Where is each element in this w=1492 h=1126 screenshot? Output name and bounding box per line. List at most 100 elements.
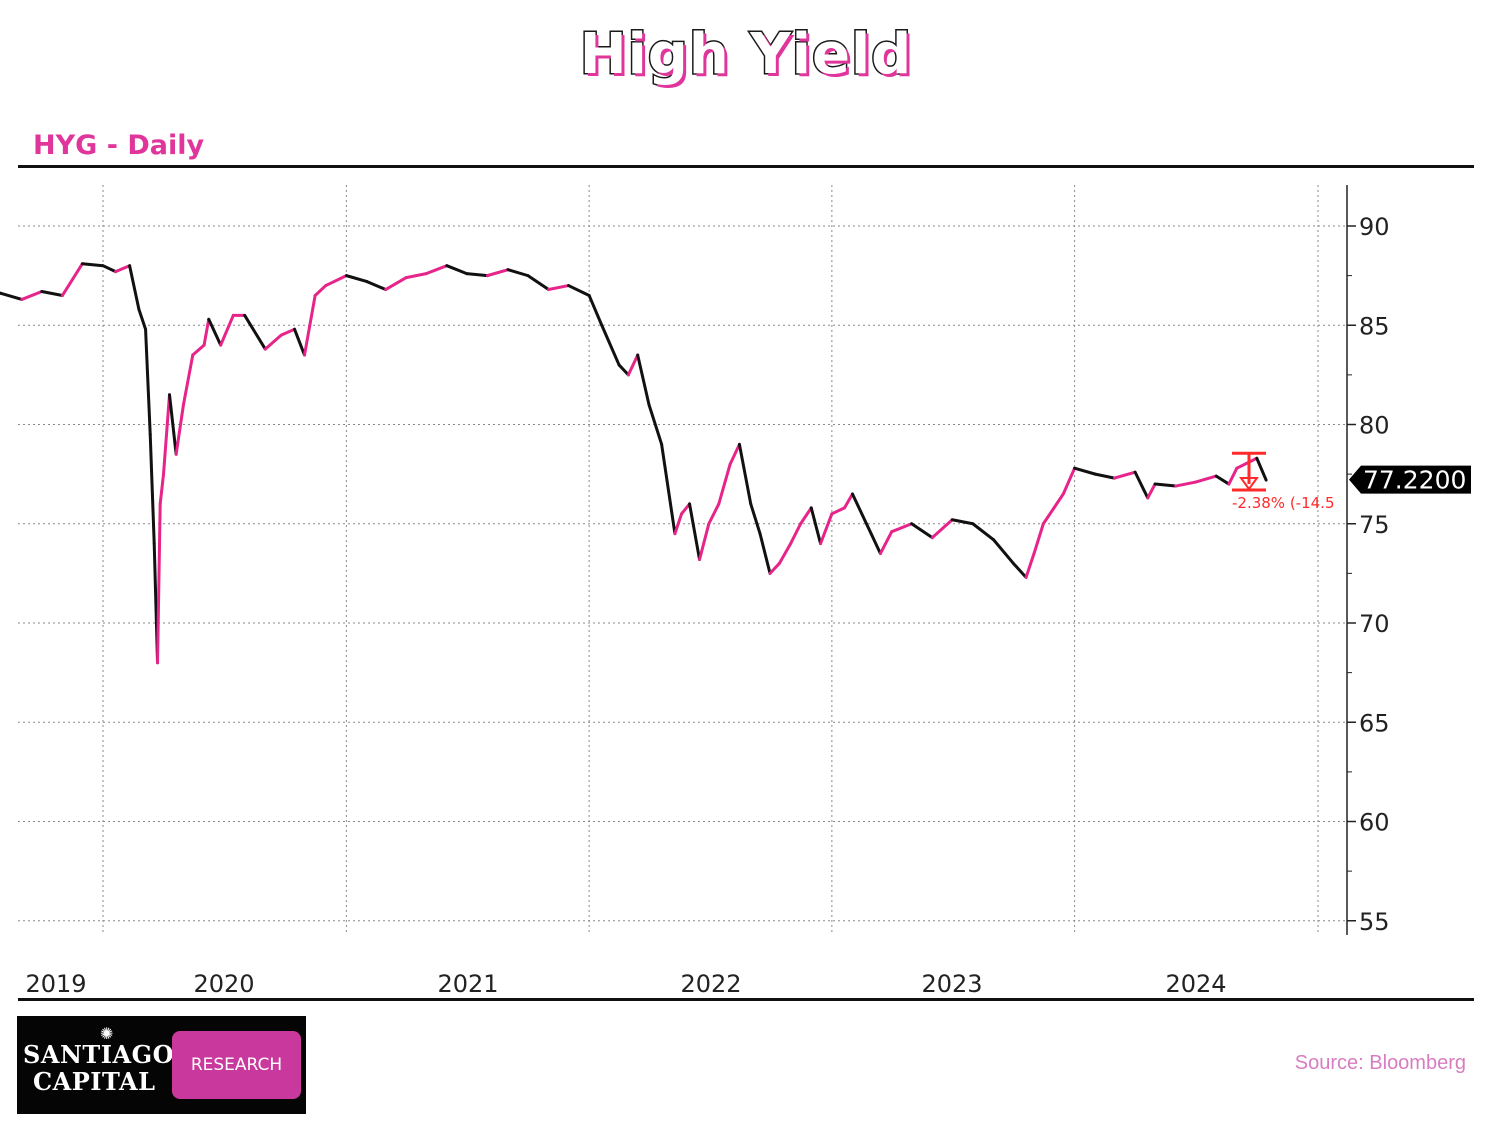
price-segment (737, 442, 753, 506)
price-segment (181, 353, 195, 407)
price-segment (506, 268, 530, 278)
price-segment (344, 274, 369, 284)
price-segment (1024, 552, 1036, 579)
price-segment (647, 403, 664, 446)
price-segment (950, 518, 975, 526)
price-segment (809, 506, 823, 546)
price-segment (777, 542, 793, 565)
price-segment (1073, 466, 1097, 476)
price-segment (1011, 561, 1028, 579)
price-segment (526, 274, 551, 292)
x-tick-label: 2022 (680, 970, 741, 998)
x-axis: 2019 2020 2021 2022 2023 2024 (25, 970, 1226, 998)
price-segment (365, 280, 388, 292)
y-tick-label: 55 (1359, 908, 1390, 936)
change-label: -2.38% (-14.5 (1232, 494, 1335, 512)
annotation-arrow (1239, 477, 1259, 491)
price-segment (1255, 456, 1268, 482)
last-price-tag (1349, 465, 1471, 494)
price-segment (243, 313, 267, 351)
price-segment (1052, 492, 1065, 510)
price-segment (698, 522, 711, 561)
price-segment (1133, 470, 1150, 500)
price-segment (40, 290, 64, 297)
price-segment (971, 522, 995, 542)
price-segment (799, 506, 813, 526)
price-segment (1146, 482, 1157, 500)
price-segment (384, 276, 408, 292)
price-segment (626, 353, 640, 377)
price-segment (128, 264, 141, 311)
x-tick-label: 2021 (437, 970, 498, 998)
price-segment (1113, 470, 1137, 480)
price-series (0, 262, 1268, 665)
price-segment (80, 262, 105, 268)
price-segment (465, 272, 489, 278)
price-segment (219, 313, 235, 347)
price-segment (850, 492, 873, 536)
price-segment (424, 264, 449, 276)
price-segment (660, 442, 677, 536)
price-segment (303, 293, 317, 357)
price-segment (202, 317, 211, 347)
source-note: Source: Bloomberg (1294, 1052, 1466, 1074)
price-segment (162, 393, 172, 476)
price-segment (404, 272, 428, 280)
logo-line2: CAPITAL (33, 1067, 156, 1096)
top-rule (18, 165, 1474, 168)
x-tick-label: 2020 (193, 970, 254, 998)
price-segment (830, 506, 847, 516)
price-segment (600, 323, 621, 367)
x-tick-label: 2023 (921, 970, 982, 998)
price-segment (768, 561, 781, 575)
price-segment (1214, 474, 1231, 486)
price-segment (930, 518, 954, 540)
price-segment (1153, 482, 1178, 488)
research-badge: RESEARCH (172, 1031, 301, 1099)
chart-subtitle: HYG - Daily (33, 130, 205, 161)
price-chart: 55 60 65 70 75 80 85 90 2019 2020 2021 2022 2023 202… (0, 185, 1471, 998)
price-segment (717, 462, 732, 506)
price-segment (137, 307, 148, 331)
price-segment (191, 343, 206, 357)
price-segment (168, 393, 178, 456)
price-segment (207, 317, 223, 347)
price-segment (20, 290, 44, 301)
price-segment (1194, 474, 1218, 484)
price-segment (636, 353, 651, 407)
price-segment (485, 268, 510, 278)
price-segment (174, 403, 185, 456)
price-segment (819, 512, 834, 546)
chart-title: High Yield (578, 21, 913, 89)
price-segment (313, 284, 328, 297)
price-segment (728, 442, 741, 466)
price-segment (1174, 480, 1198, 488)
price-segment (263, 333, 283, 351)
y-tick-label: 85 (1359, 312, 1390, 340)
x-tick-label: 2019 (25, 970, 86, 998)
drawdown-annotation: 77.2200 -2.38% (-14.5 (1232, 451, 1471, 512)
price-segment (673, 512, 684, 536)
price-segment (1032, 522, 1045, 556)
y-tick-label: 65 (1359, 709, 1390, 737)
price-segment (101, 264, 118, 274)
price-segment (1227, 466, 1239, 486)
price-segment (293, 327, 307, 357)
price-segment (758, 532, 772, 575)
price-segment (144, 327, 152, 436)
price-segment (445, 264, 469, 276)
grid-lines (18, 185, 1347, 935)
price-segment (749, 502, 762, 536)
price-segment (878, 530, 894, 556)
price-segment (547, 284, 571, 292)
logo-line1: SANTIAGO (23, 1040, 174, 1069)
y-tick-label: 80 (1359, 412, 1390, 440)
y-tick-label: 70 (1359, 610, 1390, 638)
shell-icon: ✺ (100, 1024, 114, 1043)
price-segment (60, 262, 84, 297)
y-tick-label: 90 (1359, 213, 1390, 241)
price-segment (789, 522, 803, 546)
price-segment (0, 291, 24, 301)
price-segment (890, 522, 914, 534)
price-segment (1041, 506, 1056, 526)
